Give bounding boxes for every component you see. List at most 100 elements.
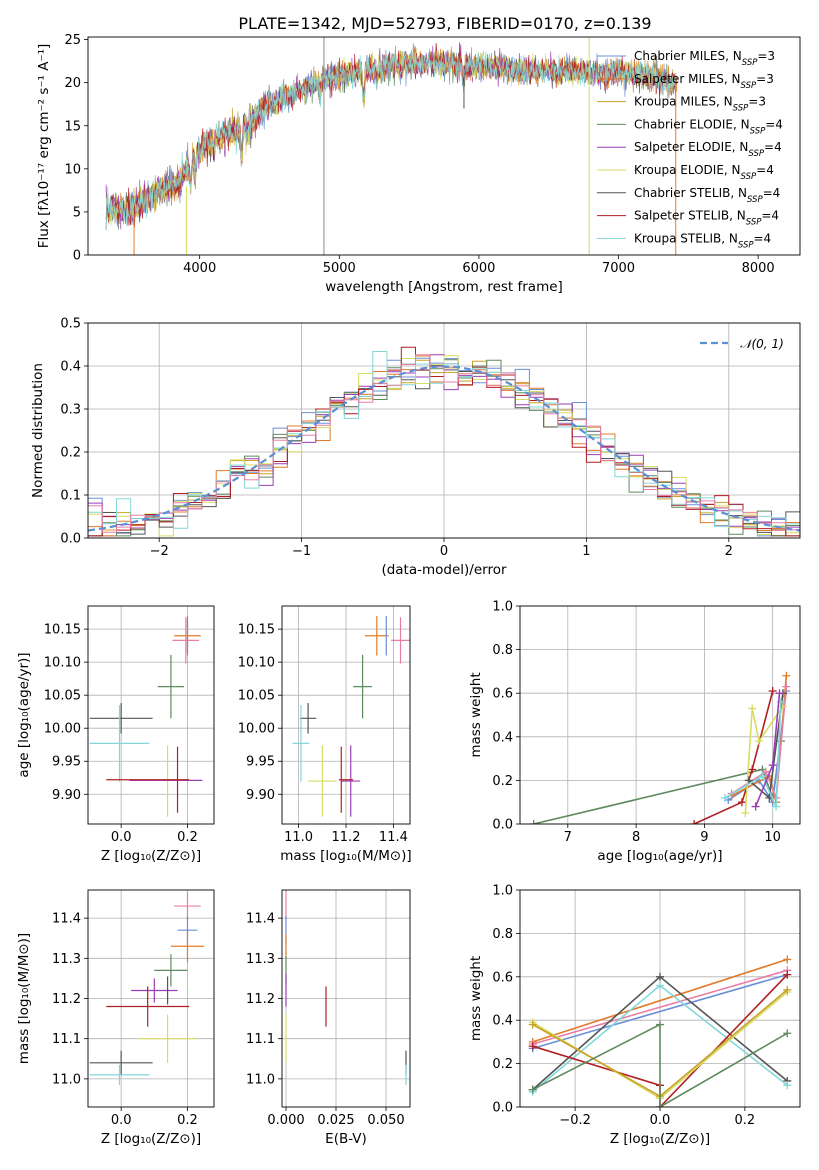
weight-marker	[761, 767, 770, 776]
x-tick-label: 0.0	[650, 1113, 671, 1128]
y-tick-label: 9.90	[52, 788, 81, 803]
plot-area-age_vs_Z	[88, 606, 214, 824]
weight-marker	[758, 772, 767, 781]
y-tick-label: 10.00	[238, 722, 275, 737]
weight-marker	[656, 1103, 664, 1107]
plot-content-age_vs_Z	[89, 615, 203, 817]
weight-series-line	[532, 969, 788, 1045]
y-tick-label: 20	[64, 76, 81, 91]
y-tick-label: 9.95	[52, 755, 81, 770]
x-tick-label: 6000	[462, 261, 495, 276]
weight-marker	[783, 1081, 792, 1090]
weight-marker	[656, 1020, 664, 1029]
x-tick-label: 8	[632, 830, 640, 845]
x-tick-label: 0.2	[177, 1113, 198, 1128]
axes-frame	[87, 605, 215, 825]
plot-content-age_vs_mass	[292, 615, 410, 817]
y-tick-label: 10.10	[238, 656, 275, 671]
weight-marker	[782, 671, 791, 680]
y-axis-label: Normed distribution	[30, 363, 46, 498]
plot-content-weight_vs_age	[529, 671, 791, 824]
weight-marker	[783, 1029, 792, 1038]
weight-marker	[768, 761, 777, 770]
legend-entry: Salpeter MILES, NSSP=3	[634, 72, 774, 91]
weight-series-line	[532, 958, 788, 1043]
x-axis-label: age [log₁₀(age/yr)]	[597, 848, 722, 864]
y-tick-label: 10.15	[44, 623, 81, 638]
weight-marker	[656, 981, 664, 990]
x-tick-label: −1	[292, 544, 311, 559]
spectrum-line	[105, 50, 678, 228]
y-tick-label: 10.05	[238, 689, 275, 704]
y-tick-label: 0.1	[60, 489, 81, 504]
x-tick-label: 10	[764, 830, 781, 845]
figure-title: PLATE=1342, MJD=52793, FIBERID=0170, z=0…	[238, 14, 651, 33]
y-tick-label: 0.2	[492, 774, 513, 789]
legend-entry: Chabrier STELIB, NSSP=4	[634, 186, 780, 205]
weight-marker	[772, 802, 781, 811]
y-tick-label: 11.4	[246, 912, 275, 927]
panel-residuals: −2 −1 0 1 2 0.0 0.1 0.2 0.3 0.4 0.5 (data-model)/er…	[30, 317, 801, 578]
y-tick-label: 0.4	[60, 360, 81, 375]
y-axis-label: mass weight	[468, 672, 484, 757]
axes-frame	[519, 889, 801, 1108]
panel-weight_vs_Z: −0.2 0.0 0.2 0.0 0.2 0.4 0.6 0.8 1.0 Z [log₁₀(Z/Z…	[468, 884, 801, 1147]
y-tick-label: 0.6	[492, 687, 513, 702]
y-axis-label: age [log₁₀(age/yr)]	[16, 652, 32, 777]
x-tick-label: 5000	[323, 261, 356, 276]
y-tick-label: 0.2	[492, 1057, 513, 1072]
y-tick-label: 0.0	[492, 1101, 513, 1116]
weight-series-line	[532, 973, 788, 1050]
x-tick-label: 11.2	[332, 830, 361, 845]
weight-marker	[748, 765, 757, 774]
x-tick-label: 11.4	[379, 830, 408, 845]
plot-content-mass_vs_EBV	[285, 890, 407, 1085]
weight-marker	[741, 809, 750, 818]
x-tick-label: −0.2	[559, 1113, 591, 1128]
axes-frame	[519, 605, 801, 825]
legend-entry: Salpeter STELIB, NSSP=4	[634, 209, 779, 228]
y-tick-label: 0.6	[492, 970, 513, 985]
y-tick-label: 0.5	[60, 317, 81, 332]
x-tick-label: 0	[440, 544, 448, 559]
y-tick-label: 0.4	[492, 730, 513, 745]
weight-marker	[751, 802, 760, 811]
axes-frame	[87, 889, 215, 1108]
x-tick-label: 0.2	[735, 1113, 756, 1128]
weight-series-line	[533, 741, 782, 824]
y-axis-label: Flux [fλ10⁻¹⁷ erg cm⁻² s⁻¹ A⁻¹]	[36, 44, 52, 249]
y-tick-label: 5	[73, 205, 81, 220]
weight-marker	[528, 1085, 537, 1094]
axes-frame	[87, 322, 801, 539]
y-tick-label: 11.2	[246, 992, 275, 1007]
weight-marker	[775, 689, 784, 698]
legend-entry: Chabrier ELODIE, NSSP=4	[634, 117, 783, 136]
y-tick-label: 11.3	[246, 952, 275, 967]
y-tick-label: 10.10	[44, 656, 81, 671]
plot-content-mass_vs_Z	[89, 892, 205, 1085]
legend-entry: Kroupa ELODIE, NSSP=4	[634, 163, 774, 182]
y-tick-label: 0.0	[492, 818, 513, 833]
plot-content-residuals	[88, 346, 800, 538]
y-tick-label: 0	[73, 249, 81, 264]
axes-frame	[281, 605, 411, 825]
y-tick-label: 11.0	[246, 1072, 275, 1087]
x-tick-label: 7	[564, 830, 572, 845]
x-tick-label: 7000	[602, 261, 635, 276]
weight-marker	[528, 1042, 537, 1051]
legend-entry: Salpeter ELODIE, NSSP=4	[634, 140, 782, 159]
x-axis-label: Z [log₁₀(Z/Z⊙)]	[101, 848, 201, 864]
y-axis-label: mass weight	[468, 956, 484, 1041]
y-tick-label: 11.0	[52, 1072, 81, 1087]
weight-series-line	[724, 701, 782, 807]
weight-marker	[782, 682, 791, 691]
panel-age_vs_Z: 0.0 0.2 9.90 9.95 10.00 10.05 10.10 10.15 Z [log…	[16, 605, 215, 864]
x-tick-label: 2	[725, 544, 733, 559]
axes-frame	[281, 889, 411, 1108]
x-tick-label: 9	[700, 830, 708, 845]
x-axis-label: (data-model)/error	[381, 562, 507, 578]
weight-marker	[656, 972, 664, 981]
y-tick-label: 0.2	[60, 446, 81, 461]
y-tick-label: 0.3	[60, 403, 81, 418]
